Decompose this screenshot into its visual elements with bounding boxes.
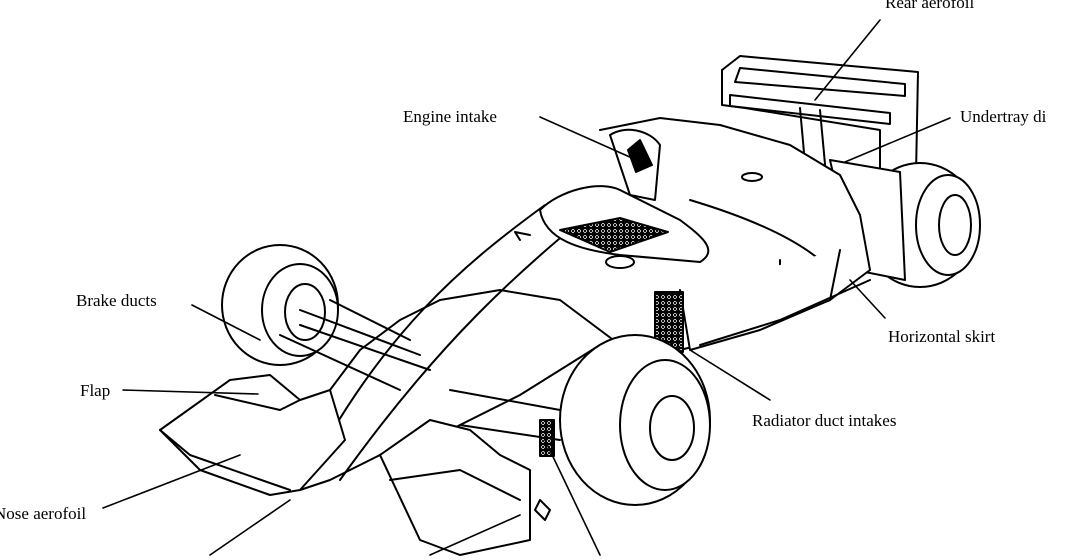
leader-lines — [102, 19, 951, 556]
label-rear-aerofoil: Rear aerofoil — [885, 0, 975, 12]
leader-bottom-1 — [209, 499, 291, 556]
leader-engine-intake — [539, 116, 633, 159]
front-wing — [159, 374, 551, 556]
leader-rear-aerofoil — [814, 19, 881, 101]
front-left-wheel — [221, 244, 339, 366]
leader-nose — [102, 454, 241, 509]
horizontal-skirt-edge — [699, 279, 871, 346]
leader-bottom-3 — [544, 439, 601, 556]
leader-undertray — [844, 117, 951, 163]
label-nose-aerofoil: Nose aerofoil — [0, 504, 87, 523]
leader-bottom-2 — [429, 514, 521, 556]
label-undertray-diffuser: Undertray di — [960, 107, 1047, 126]
rear-right-wheel — [829, 159, 981, 288]
label-engine-intake: Engine intake — [403, 107, 497, 126]
leader-brake-ducts — [191, 304, 261, 341]
label-flap: Flap — [80, 381, 111, 400]
leader-radiator — [689, 349, 771, 401]
leader-horizontal-skirt — [849, 279, 886, 319]
label-radiator-duct-intakes: Radiator duct intakes — [752, 411, 897, 430]
front-right-wheel — [539, 334, 711, 506]
label-horizontal-skirt: Horizontal skirt — [888, 327, 996, 346]
chassis — [299, 117, 871, 491]
label-brake-ducts: Brake ducts — [76, 291, 157, 310]
leader-flap — [122, 389, 259, 395]
